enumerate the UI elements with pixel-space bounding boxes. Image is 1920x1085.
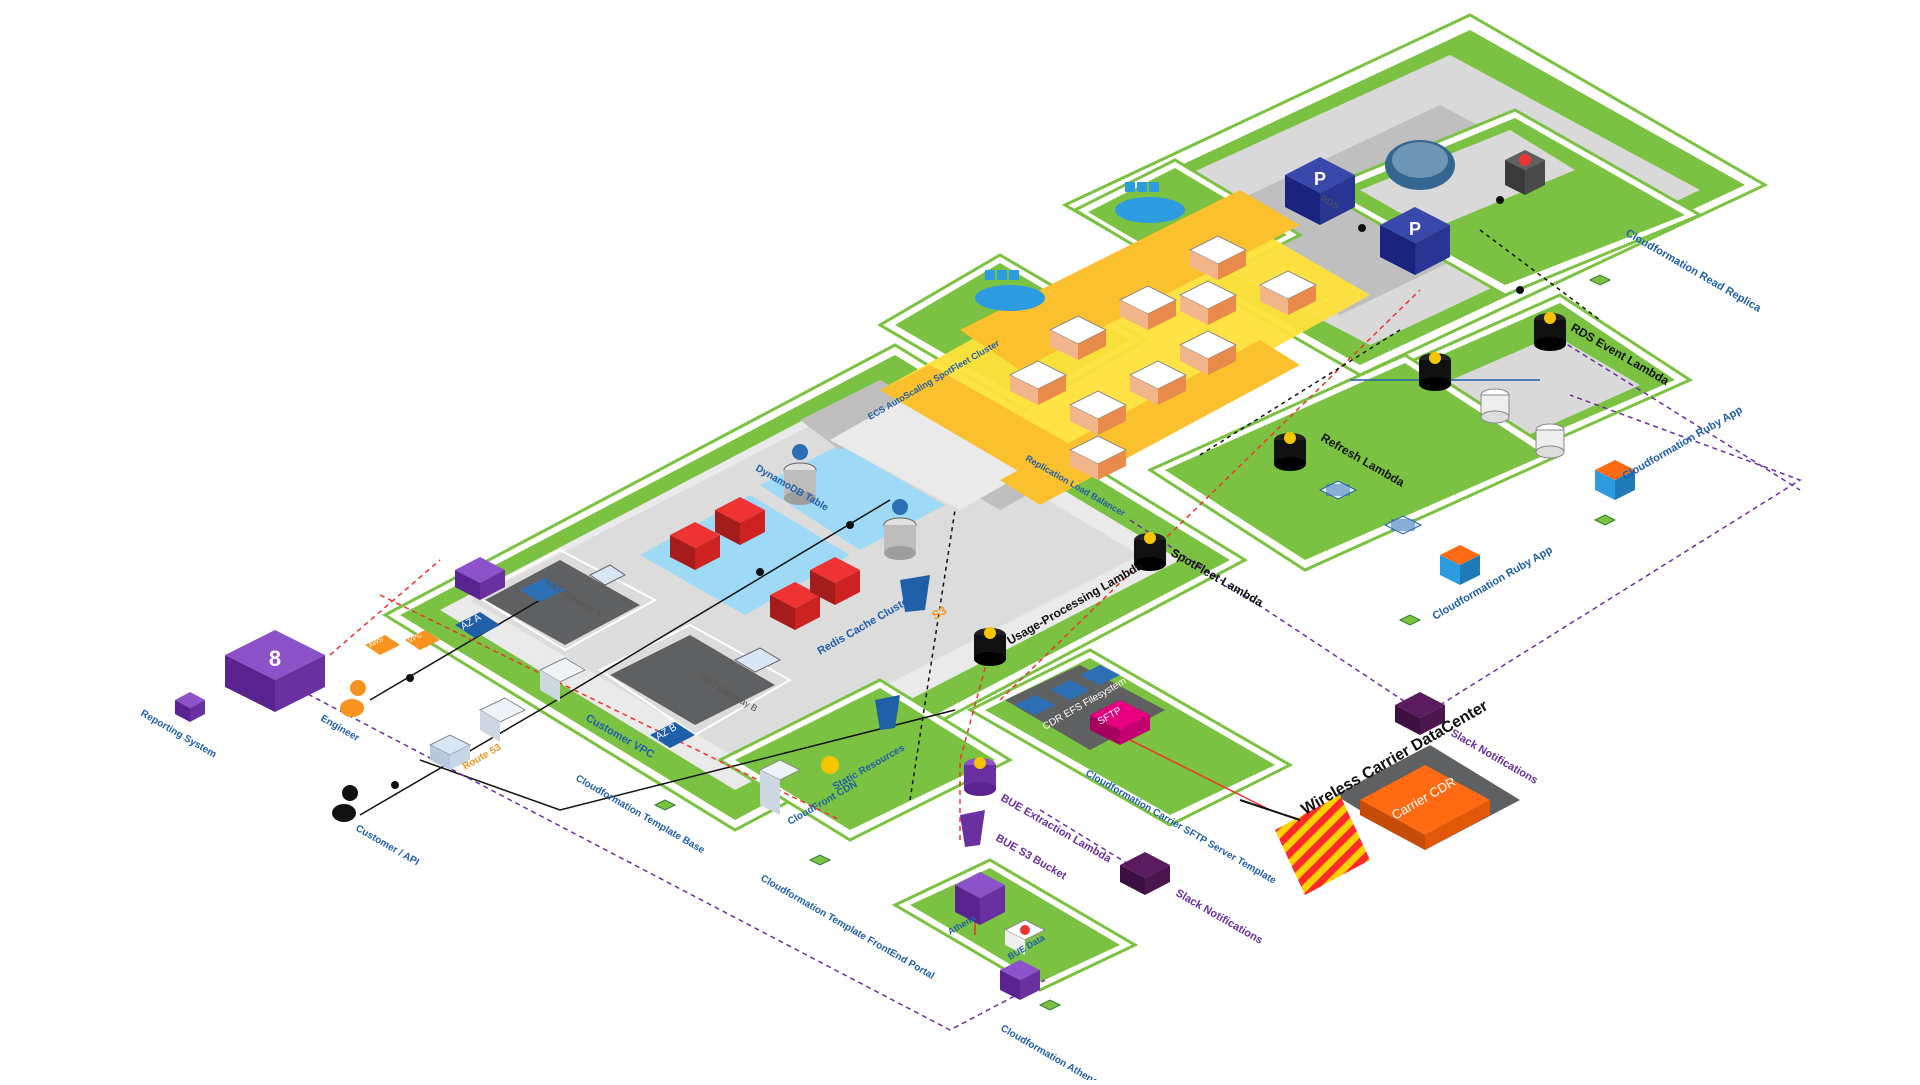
region-ruby-app-right-title: Cloudformation Ruby App — [1621, 404, 1745, 483]
aws-badge — [365, 635, 400, 655]
az-a-badge — [455, 612, 500, 638]
athena-icon — [955, 872, 1005, 925]
purple-cube-top — [455, 557, 505, 600]
engineer-icon — [340, 680, 366, 717]
docker-icon-2 — [1115, 182, 1185, 223]
postgres-icon — [1385, 140, 1455, 190]
docker-icon-1 — [975, 270, 1045, 311]
athena-bottom-cube — [1000, 960, 1040, 1000]
dynamodb-stacks — [783, 444, 917, 560]
customer-api-label: Customer / API — [354, 823, 421, 868]
cloudfront-icon — [758, 759, 802, 815]
region-read-replica-title: Cloudformation Read Replica — [1624, 227, 1764, 315]
rds-p-cubes: P P — [1285, 157, 1450, 275]
elb-icon-2 — [538, 657, 587, 702]
region-athena-title: Cloudformation Athena BUE Reporting — [999, 1023, 1164, 1080]
cloudformation-badges — [653, 274, 1617, 1011]
read-replica-icon — [1505, 150, 1545, 195]
slack-icon-right — [1395, 692, 1445, 735]
slack-icon-bottom — [1120, 852, 1170, 895]
az-b-badge — [650, 722, 695, 748]
static-s3-bucket-icon — [875, 695, 900, 730]
reporting-hub: 8 — [225, 630, 325, 712]
s3-bucket-icon — [900, 575, 930, 612]
nat-b-icon — [733, 647, 782, 673]
bue-data-icon — [1003, 919, 1047, 955]
efs-icons — [1015, 665, 1120, 715]
rds-p-label: P — [1409, 219, 1421, 239]
nat-a-icon — [520, 564, 626, 602]
junction-dots — [391, 196, 1524, 789]
region-frontend-portal-title: Cloudformation Template FrontEnd Portal — [759, 873, 937, 982]
slack-bottom-label: Slack Notifications — [1174, 887, 1265, 947]
bue-s3-bucket-icon — [960, 810, 985, 847]
reporting-system-label: Reporting System — [139, 708, 219, 760]
sftp-icon — [1090, 700, 1150, 745]
route53-icon — [428, 734, 472, 770]
container-blocks — [1008, 235, 1318, 480]
customer-icon — [332, 785, 358, 822]
engineer-label: Engineer — [319, 713, 362, 744]
elb-icon-1 — [478, 697, 527, 742]
reporting-system-icon — [175, 692, 205, 722]
static-resources-icon — [821, 756, 839, 774]
vpc-badge — [405, 630, 440, 650]
rds-p-label: P — [1314, 169, 1326, 189]
svg-text:8: 8 — [269, 646, 281, 671]
s3-label: S3 — [930, 603, 950, 623]
frontend-portal-platform — [716, 678, 1014, 842]
ruby-app-ec2-boxes — [1318, 480, 1480, 585]
ruby-app-cylinders — [1480, 388, 1635, 500]
lambda-icons — [964, 312, 1566, 796]
redis-cluster — [670, 497, 860, 630]
